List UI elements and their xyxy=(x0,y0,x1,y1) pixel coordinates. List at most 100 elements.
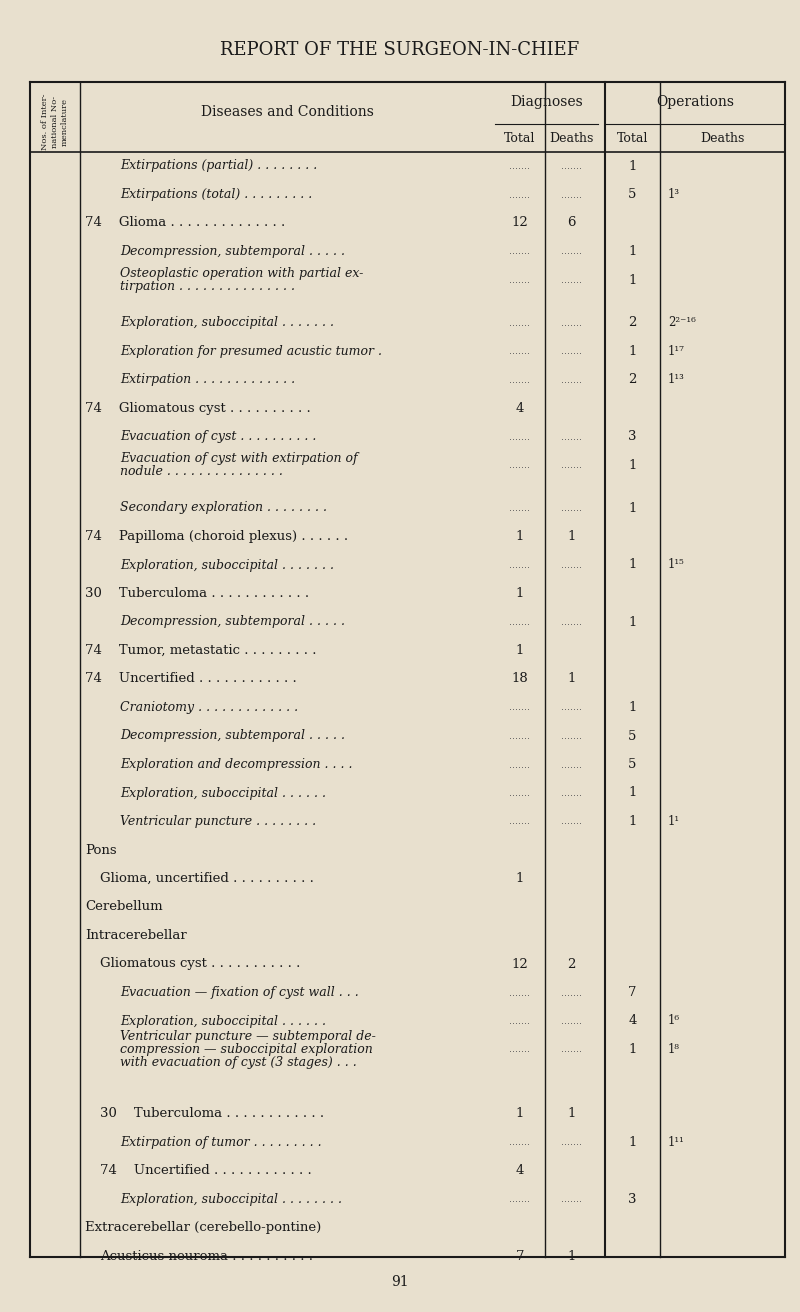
Text: .......: ....... xyxy=(561,461,582,470)
Text: Decompression, subtemporal . . . . .: Decompression, subtemporal . . . . . xyxy=(120,245,345,258)
Text: Cerebellum: Cerebellum xyxy=(85,900,162,913)
Text: 1¹: 1¹ xyxy=(668,815,680,828)
Text: .......: ....... xyxy=(561,1015,582,1026)
Text: .......: ....... xyxy=(510,432,530,442)
Text: 18: 18 xyxy=(512,673,528,685)
Text: .......: ....... xyxy=(510,1015,530,1026)
Text: Extirpations (partial) . . . . . . . .: Extirpations (partial) . . . . . . . . xyxy=(120,160,318,172)
Text: Diseases and Conditions: Diseases and Conditions xyxy=(201,105,374,119)
Text: 1: 1 xyxy=(516,586,524,600)
Text: .......: ....... xyxy=(561,432,582,442)
Text: 74    Glioma . . . . . . . . . . . . . .: 74 Glioma . . . . . . . . . . . . . . xyxy=(85,216,286,230)
Text: Osteoplastic operation with partial ex-: Osteoplastic operation with partial ex- xyxy=(120,268,363,279)
Text: Ventricular puncture — subtemporal de-: Ventricular puncture — subtemporal de- xyxy=(120,1030,376,1043)
Text: 1: 1 xyxy=(628,559,637,572)
Text: .......: ....... xyxy=(561,318,582,328)
Text: 1⁸: 1⁸ xyxy=(668,1043,680,1056)
Text: Acusticus neuroma . . . . . . . . . .: Acusticus neuroma . . . . . . . . . . xyxy=(100,1249,313,1262)
Text: tirpation . . . . . . . . . . . . . . .: tirpation . . . . . . . . . . . . . . . xyxy=(120,279,295,293)
Text: 4: 4 xyxy=(628,1014,637,1027)
Text: 1¹³: 1¹³ xyxy=(668,373,685,386)
Text: .......: ....... xyxy=(510,161,530,171)
Text: 91: 91 xyxy=(391,1275,409,1288)
Text: 1: 1 xyxy=(628,273,637,286)
Text: 1: 1 xyxy=(516,1107,524,1120)
Text: 1: 1 xyxy=(628,459,637,472)
Text: 74    Uncertified . . . . . . . . . . . .: 74 Uncertified . . . . . . . . . . . . xyxy=(100,1164,312,1177)
Text: 1: 1 xyxy=(628,786,637,799)
Text: 3: 3 xyxy=(628,1193,637,1206)
Text: .......: ....... xyxy=(561,189,582,199)
Text: Pons: Pons xyxy=(85,844,117,857)
Text: Extirpation of tumor . . . . . . . . .: Extirpation of tumor . . . . . . . . . xyxy=(120,1136,322,1148)
Text: 5: 5 xyxy=(628,758,637,771)
Text: .......: ....... xyxy=(561,276,582,285)
Text: .......: ....... xyxy=(510,461,530,470)
Text: .......: ....... xyxy=(561,560,582,569)
Text: Deaths: Deaths xyxy=(550,131,594,144)
Text: Evacuation — fixation of cyst wall . . .: Evacuation — fixation of cyst wall . . . xyxy=(120,987,358,998)
Text: 2: 2 xyxy=(628,316,637,329)
Text: .......: ....... xyxy=(561,702,582,712)
Text: .......: ....... xyxy=(510,502,530,513)
Text: .......: ....... xyxy=(510,1194,530,1204)
Text: 1³: 1³ xyxy=(668,188,680,201)
Text: Evacuation of cyst with extirpation of: Evacuation of cyst with extirpation of xyxy=(120,453,358,466)
Text: Evacuation of cyst . . . . . . . . . .: Evacuation of cyst . . . . . . . . . . xyxy=(120,430,316,443)
Text: Gliomatous cyst . . . . . . . . . . .: Gliomatous cyst . . . . . . . . . . . xyxy=(100,958,300,971)
Text: Exploration, suboccipital . . . . . . .: Exploration, suboccipital . . . . . . . xyxy=(120,559,334,572)
Text: 1: 1 xyxy=(567,1249,576,1262)
Text: .......: ....... xyxy=(510,1044,530,1055)
Text: 74    Papilloma (choroid plexus) . . . . . .: 74 Papilloma (choroid plexus) . . . . . … xyxy=(85,530,348,543)
Text: 1: 1 xyxy=(628,615,637,628)
Text: 74    Gliomatous cyst . . . . . . . . . .: 74 Gliomatous cyst . . . . . . . . . . xyxy=(85,401,310,415)
Text: 4: 4 xyxy=(516,1164,524,1177)
Text: 74    Tumor, metastatic . . . . . . . . .: 74 Tumor, metastatic . . . . . . . . . xyxy=(85,644,317,657)
Text: REPORT OF THE SURGEON-IN-CHIEF: REPORT OF THE SURGEON-IN-CHIEF xyxy=(220,41,580,59)
Text: .......: ....... xyxy=(510,189,530,199)
Text: .......: ....... xyxy=(561,1194,582,1204)
Text: Operations: Operations xyxy=(656,94,734,109)
Text: .......: ....... xyxy=(561,789,582,798)
Text: .......: ....... xyxy=(561,1138,582,1147)
Text: Deaths: Deaths xyxy=(700,131,745,144)
Text: 30    Tuberculoma . . . . . . . . . . . .: 30 Tuberculoma . . . . . . . . . . . . xyxy=(100,1107,324,1120)
Text: .......: ....... xyxy=(561,346,582,357)
Text: 1: 1 xyxy=(516,530,524,543)
Text: .......: ....... xyxy=(561,247,582,257)
Text: 74    Uncertified . . . . . . . . . . . .: 74 Uncertified . . . . . . . . . . . . xyxy=(85,673,297,685)
Text: 7: 7 xyxy=(516,1249,524,1262)
Text: .......: ....... xyxy=(510,318,530,328)
Text: Decompression, subtemporal . . . . .: Decompression, subtemporal . . . . . xyxy=(120,729,345,743)
Text: 1: 1 xyxy=(567,673,576,685)
Text: .......: ....... xyxy=(561,988,582,997)
Text: 1: 1 xyxy=(628,701,637,714)
Text: Intracerebellar: Intracerebellar xyxy=(85,929,186,942)
Text: 3: 3 xyxy=(628,430,637,443)
Text: with evacuation of cyst (3 stages) . . .: with evacuation of cyst (3 stages) . . . xyxy=(120,1056,357,1069)
Text: .......: ....... xyxy=(561,617,582,627)
Text: .......: ....... xyxy=(510,988,530,997)
Text: .......: ....... xyxy=(510,760,530,770)
Text: .......: ....... xyxy=(561,760,582,770)
Text: .......: ....... xyxy=(510,617,530,627)
Text: .......: ....... xyxy=(510,789,530,798)
Text: nodule . . . . . . . . . . . . . . .: nodule . . . . . . . . . . . . . . . xyxy=(120,466,283,479)
Text: 1: 1 xyxy=(628,160,637,172)
Text: 2: 2 xyxy=(567,958,576,971)
Text: .......: ....... xyxy=(510,375,530,384)
Text: Extirpations (total) . . . . . . . . .: Extirpations (total) . . . . . . . . . xyxy=(120,188,312,201)
Text: 12: 12 xyxy=(512,216,528,230)
Text: 1: 1 xyxy=(628,1043,637,1056)
Text: 1: 1 xyxy=(628,815,637,828)
Text: Diagnoses: Diagnoses xyxy=(510,94,583,109)
Text: Exploration, suboccipital . . . . . .: Exploration, suboccipital . . . . . . xyxy=(120,786,326,799)
Text: Total: Total xyxy=(504,131,536,144)
Text: 1: 1 xyxy=(516,872,524,886)
Text: Extirpation . . . . . . . . . . . . .: Extirpation . . . . . . . . . . . . . xyxy=(120,373,295,386)
Text: .......: ....... xyxy=(510,346,530,357)
Text: Exploration, suboccipital . . . . . .: Exploration, suboccipital . . . . . . xyxy=(120,1014,326,1027)
Text: Exploration and decompression . . . .: Exploration and decompression . . . . xyxy=(120,758,353,771)
Text: 1: 1 xyxy=(628,245,637,258)
Text: .......: ....... xyxy=(510,247,530,257)
